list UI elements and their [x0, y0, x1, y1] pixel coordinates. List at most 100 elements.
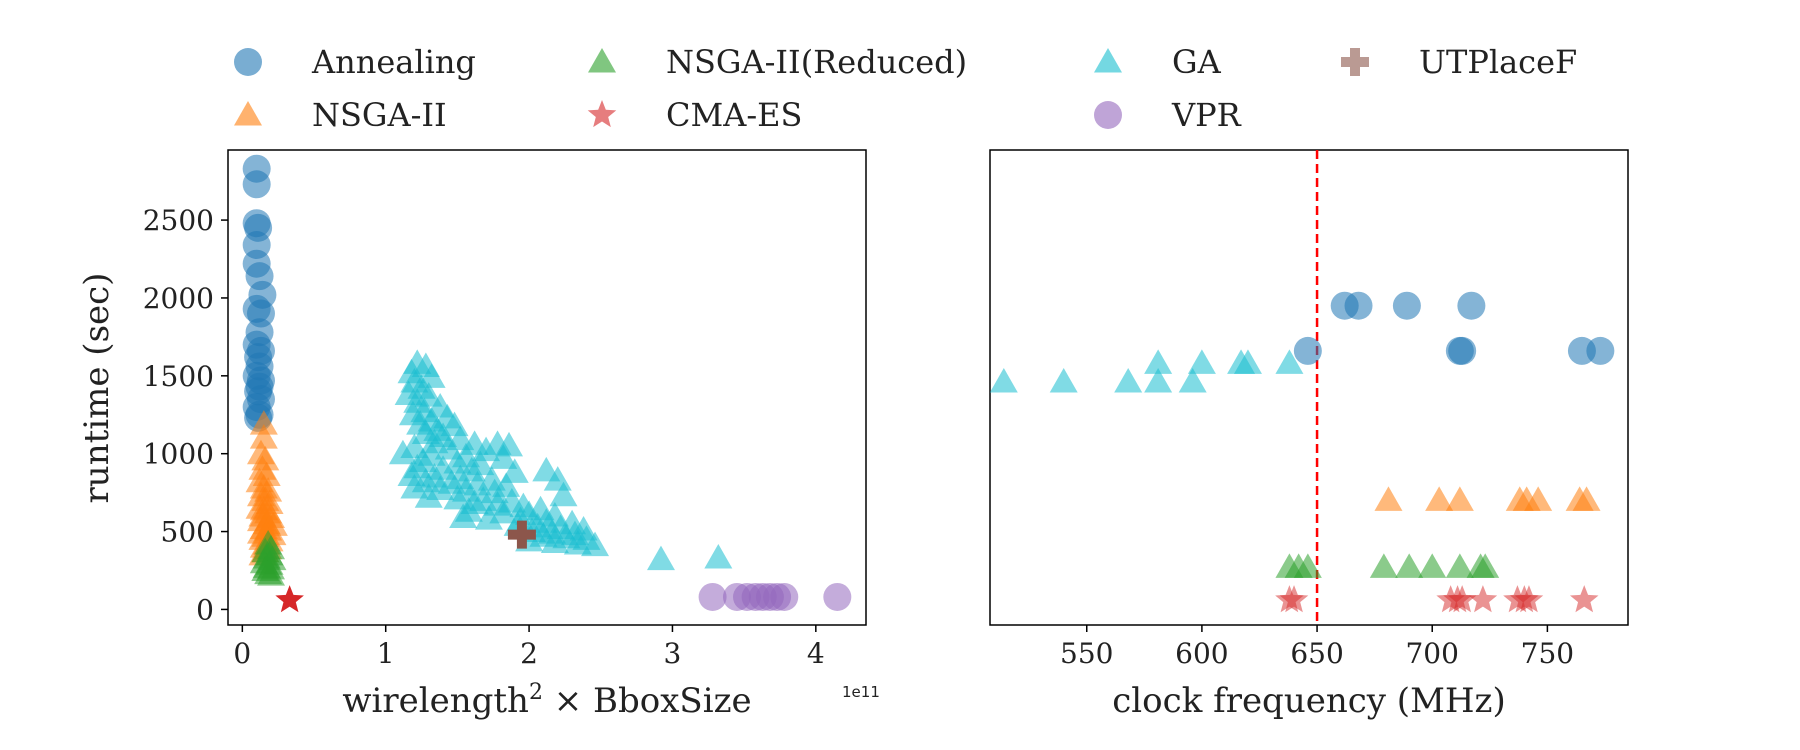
right-ga-point [1187, 349, 1216, 374]
right-ga-point [1233, 349, 1262, 374]
left-plot-frame [227, 149, 867, 626]
left-ga-point [414, 483, 443, 508]
right-ga-point [1114, 368, 1143, 393]
left-ga-point [449, 503, 478, 529]
right-x-tick-label: 600 [1175, 637, 1228, 670]
left-ga-point [489, 444, 518, 469]
legend-vpr-label: VPR [1171, 96, 1242, 134]
right-nsga2reduced-point [1418, 553, 1447, 578]
right-x-axis-label: clock frequency (MHz) [1112, 681, 1505, 721]
right-annealing-point [1586, 336, 1615, 365]
right-data-marks [989, 291, 1615, 613]
right-nsga2-point [1445, 486, 1474, 511]
right-nsga2-point [1374, 486, 1403, 511]
left-x-tick-label: 4 [807, 637, 825, 670]
right-cmaes-point [1447, 585, 1477, 613]
left-vpr-point [823, 582, 852, 611]
legend-annealing-marker [234, 48, 262, 76]
left-x-tick-label: 1 [377, 637, 395, 670]
right-panel: 550 600 650 700 750 clock frequency (MHz) [989, 149, 1629, 721]
left-y-ticks: 0 500 1000 1500 2000 2500 [143, 204, 228, 626]
legend-nsga2-marker [234, 101, 262, 126]
legend-utplacef-label: UTPlaceF [1419, 43, 1577, 81]
legend-annealing-label: Annealing [311, 43, 476, 81]
left-nsga2-point [249, 424, 278, 449]
left-ga-point [581, 531, 610, 557]
left-ga-point [489, 498, 518, 524]
left-data-marks [242, 154, 852, 613]
right-nsga2reduced-point [1445, 553, 1474, 578]
left-x-tick-label: 0 [233, 637, 251, 670]
left-ga-point [388, 439, 417, 465]
left-y-tick-label: 1000 [143, 438, 214, 471]
left-y-tick-label: 2000 [143, 282, 214, 315]
left-ga-point [400, 473, 429, 499]
right-cmaes-point [1569, 585, 1599, 613]
legend: Annealing NSGA-II(Reduced) GA UTPlaceF NSGA-… [234, 43, 1577, 134]
legend-utplacef-marker [1341, 48, 1369, 76]
right-nsga2-point [1572, 486, 1601, 511]
right-ga-point [1049, 368, 1078, 393]
right-nsga2-point [1425, 486, 1454, 511]
right-annealing-point [1344, 291, 1373, 320]
legend-cmaes-label: CMA-ES [666, 96, 802, 134]
left-nsga2-point [249, 410, 278, 435]
right-x-tick-label: 650 [1290, 637, 1343, 670]
legend-cmaes-marker [587, 100, 617, 128]
left-y-tick-label: 1500 [143, 360, 214, 393]
left-y-axis-label: runtime (sec) [77, 273, 117, 504]
right-plot-frame [989, 149, 1629, 626]
left-ga-point [540, 528, 569, 553]
left-panel: 0 1 2 3 4 0 500 1000 1500 2000 2500 wirelength2 ×… [77, 149, 880, 721]
right-nsga2-point [1524, 486, 1553, 511]
right-annealing-point [1392, 291, 1421, 320]
left-y-tick-label: 2500 [143, 204, 214, 237]
legend-vpr-marker [1094, 101, 1122, 129]
right-cmaes-point [1279, 585, 1309, 613]
left-ga-point [443, 449, 472, 474]
left-annealing-point [242, 170, 271, 199]
right-ga-point [989, 368, 1018, 393]
right-annealing-point [1457, 291, 1486, 320]
left-x-axis-label: wirelength2 × BboxSize [342, 680, 751, 721]
left-x-ticks: 0 1 2 3 4 [233, 625, 825, 670]
left-ga-point [474, 505, 503, 530]
legend-nsga2reduced-label: NSGA-II(Reduced) [666, 43, 967, 81]
left-vpr-point [770, 582, 799, 611]
right-annealing-point [1293, 336, 1322, 365]
right-nsga2reduced-point [1471, 553, 1500, 578]
legend-nsga2reduced-marker [588, 48, 616, 73]
right-ga-point [1144, 368, 1173, 393]
left-ga-point [563, 530, 592, 555]
right-nsga2reduced-point [1369, 553, 1398, 578]
left-ga-point [704, 544, 733, 569]
left-x-tick-label: 2 [520, 637, 538, 670]
right-cmaes-point [1468, 585, 1498, 613]
left-ga-point [397, 461, 426, 486]
left-cmaes-point [275, 585, 304, 613]
left-ga-point [549, 481, 578, 507]
right-ga-point [1275, 349, 1304, 374]
right-nsga2reduced-point [1293, 553, 1322, 578]
legend-ga-label: GA [1172, 43, 1222, 81]
right-ga-point [1178, 368, 1207, 393]
left-vpr-point [698, 582, 727, 611]
left-y-tick-label: 0 [196, 593, 214, 626]
right-cmaes-point [1514, 585, 1544, 613]
right-x-tick-label: 700 [1405, 637, 1458, 670]
right-nsga2reduced-point [1395, 553, 1424, 578]
right-x-tick-label: 550 [1060, 637, 1113, 670]
right-annealing-point [1448, 336, 1477, 365]
legend-ga-marker [1094, 48, 1122, 73]
left-ga-point [646, 545, 675, 571]
right-ga-point [1144, 349, 1173, 374]
right-x-tick-label: 750 [1521, 637, 1574, 670]
left-x-tick-label: 3 [664, 637, 682, 670]
left-ga-point [420, 428, 449, 454]
left-nsga2reduced-point [257, 561, 286, 586]
left-utplacef-point [507, 520, 536, 549]
left-x-offset-label: 1e11 [842, 683, 880, 701]
left-ga-point [443, 484, 472, 510]
legend-nsga2-label: NSGA-II [312, 96, 447, 134]
